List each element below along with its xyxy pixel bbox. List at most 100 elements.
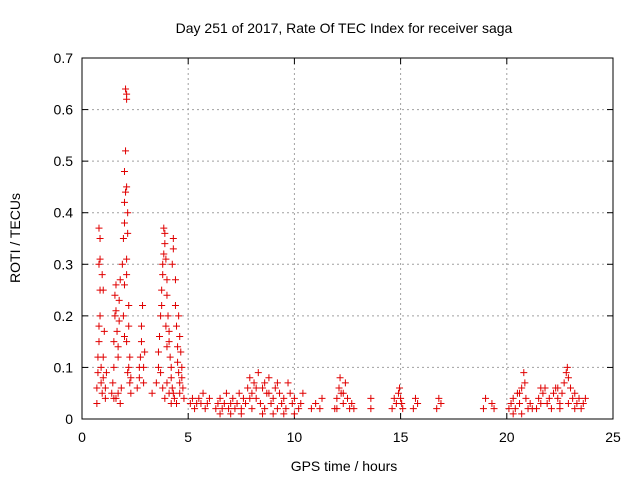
- chart-title: Day 251 of 2017, Rate Of TEC Index for r…: [176, 20, 513, 36]
- data-point: [112, 281, 120, 289]
- data-point: [248, 405, 256, 413]
- data-point: [348, 400, 356, 408]
- data-point: [125, 363, 133, 371]
- data-point: [203, 400, 211, 408]
- data-point: [333, 405, 341, 413]
- data-point: [96, 235, 104, 242]
- data-point: [124, 229, 132, 237]
- data-point: [116, 276, 124, 284]
- data-point: [101, 394, 109, 402]
- y-tick-label: 0.4: [54, 205, 74, 221]
- data-point: [159, 384, 167, 392]
- data-point: [259, 384, 267, 392]
- data-point: [95, 224, 103, 232]
- data-point: [158, 286, 166, 294]
- data-point: [282, 405, 290, 413]
- data-points: [93, 85, 589, 418]
- data-point: [109, 379, 117, 387]
- data-point: [176, 332, 184, 340]
- data-point: [161, 394, 169, 402]
- data-point: [157, 369, 165, 377]
- data-point: [110, 363, 118, 371]
- data-point: [390, 394, 398, 402]
- data-point: [163, 276, 171, 284]
- data-point: [290, 394, 298, 402]
- data-point: [218, 405, 226, 413]
- data-point: [220, 400, 228, 408]
- data-point: [99, 286, 107, 294]
- data-point: [280, 394, 288, 402]
- data-point: [95, 322, 103, 330]
- data-point: [135, 374, 143, 382]
- data-point: [96, 255, 104, 263]
- data-point: [516, 400, 524, 408]
- data-point: [123, 255, 131, 263]
- data-point: [505, 405, 513, 413]
- data-point: [175, 312, 183, 320]
- data-point: [562, 369, 570, 377]
- data-point: [179, 384, 187, 392]
- data-point: [154, 348, 162, 356]
- data-point: [344, 394, 351, 402]
- y-tick-label: 0.2: [54, 308, 74, 324]
- data-point: [571, 389, 579, 397]
- data-point: [543, 400, 551, 408]
- data-point: [571, 405, 579, 413]
- data-point: [188, 394, 196, 402]
- data-point: [93, 384, 101, 392]
- x-tick-label: 20: [499, 429, 515, 445]
- data-point: [180, 394, 188, 402]
- data-point: [174, 358, 182, 366]
- data-point: [178, 363, 186, 371]
- data-point: [560, 379, 568, 387]
- data-point: [336, 374, 344, 382]
- data-point: [126, 353, 134, 361]
- data-point: [97, 379, 105, 387]
- data-point: [520, 369, 528, 377]
- data-point: [122, 85, 130, 93]
- data-point: [173, 322, 181, 330]
- data-point: [246, 394, 254, 402]
- data-point: [95, 338, 103, 346]
- data-point: [159, 260, 167, 268]
- data-point: [116, 400, 124, 408]
- data-point: [171, 302, 179, 310]
- data-point: [174, 343, 182, 351]
- data-point: [273, 405, 281, 413]
- data-point: [176, 379, 184, 387]
- data-point: [123, 183, 131, 191]
- data-point: [290, 410, 298, 418]
- data-point: [197, 400, 205, 408]
- x-tick-label: 5: [184, 429, 192, 445]
- data-point: [133, 384, 141, 392]
- data-point: [564, 400, 572, 408]
- data-point: [409, 405, 417, 413]
- data-point: [399, 405, 407, 413]
- data-point: [191, 405, 199, 413]
- data-point: [265, 389, 273, 397]
- data-point: [120, 198, 128, 206]
- data-point: [162, 322, 170, 330]
- data-point: [112, 307, 120, 315]
- x-tick-label: 0: [78, 429, 86, 445]
- y-tick-label: 0.1: [54, 359, 74, 375]
- data-point: [367, 405, 375, 413]
- data-point: [567, 384, 575, 392]
- data-point: [554, 384, 562, 392]
- data-point: [246, 374, 254, 382]
- data-point: [231, 405, 239, 413]
- data-point: [97, 363, 105, 371]
- data-point: [166, 353, 174, 361]
- data-point: [148, 389, 156, 397]
- data-point: [239, 394, 247, 402]
- data-point: [259, 410, 267, 418]
- data-point: [111, 291, 119, 299]
- data-point: [173, 400, 181, 408]
- data-point: [388, 405, 396, 413]
- data-point: [550, 389, 558, 397]
- data-point: [564, 374, 572, 382]
- data-point: [120, 219, 128, 227]
- data-point: [125, 302, 133, 310]
- data-point: [165, 389, 173, 397]
- data-point: [350, 405, 358, 413]
